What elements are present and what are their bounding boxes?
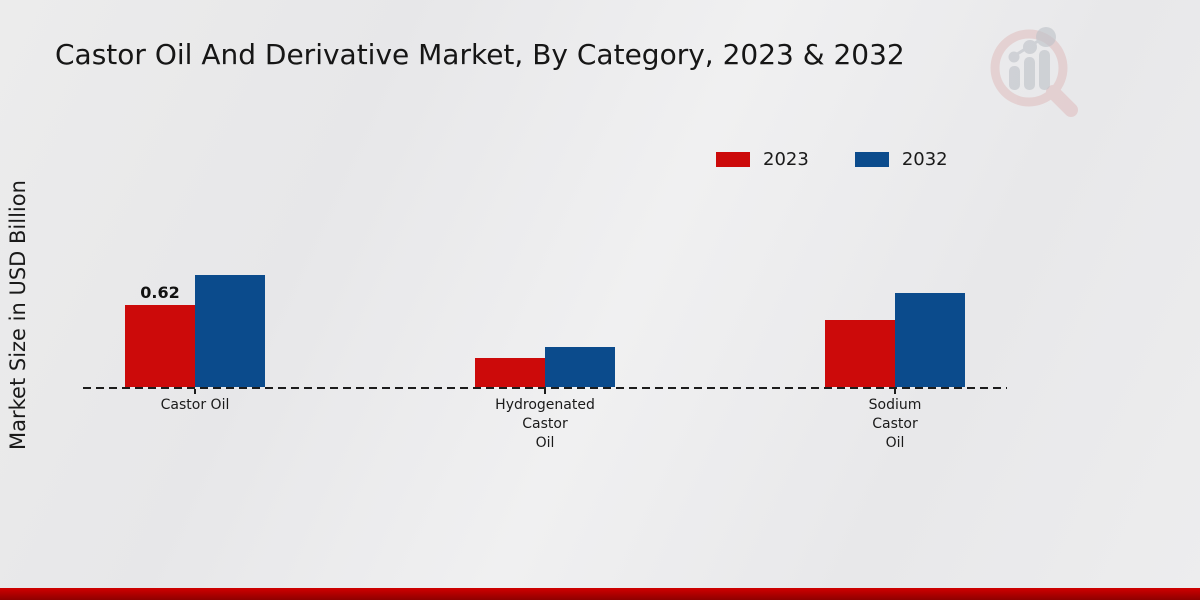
x-axis-tick — [544, 389, 546, 394]
chart-title: Castor Oil And Derivative Market, By Cat… — [55, 38, 905, 71]
bar-2023-sodium-castor-oil — [825, 320, 895, 387]
legend-item-2023: 2023 — [716, 149, 809, 170]
brand-watermark-icon — [990, 27, 1078, 117]
footer-accent-band — [0, 588, 1200, 600]
x-axis-tick — [194, 389, 196, 394]
legend-item-2032: 2032 — [854, 149, 948, 170]
bar-2032-sodium-castor-oil — [895, 293, 965, 387]
bar-2023-castor-oil — [125, 305, 195, 387]
legend-swatch-2032 — [854, 152, 889, 167]
legend-label-2023: 2023 — [763, 149, 809, 170]
x-axis-baseline — [83, 387, 1007, 389]
legend-label-2032: 2032 — [901, 149, 948, 170]
x-axis-tick — [894, 389, 896, 394]
y-axis-label: Market Size in USD Billion — [6, 180, 30, 450]
legend-swatch-2023 — [716, 152, 750, 167]
bar-2032-castor-oil — [195, 275, 265, 387]
bar-value-label: 0.62 — [140, 283, 180, 302]
category-label-sodium-castor-oil: Sodium Castor Oil — [868, 397, 922, 451]
legend: 2023 2032 — [716, 149, 948, 170]
bar-2032-hydrogenated-castor-oil — [545, 347, 615, 387]
category-label-hydrogenated-castor-oil: Hydrogenated Castor Oil — [495, 397, 595, 451]
bar-2023-hydrogenated-castor-oil — [475, 358, 545, 387]
category-label-castor-oil: Castor Oil — [160, 397, 230, 413]
